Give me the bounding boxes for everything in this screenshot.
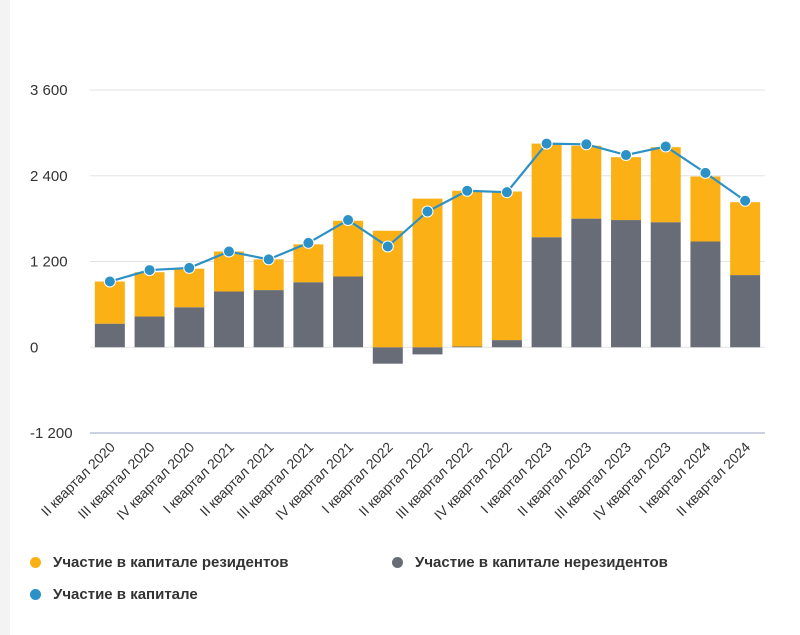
bar-residents	[333, 220, 364, 277]
legend-dot-icon	[30, 557, 41, 568]
bar-residents	[531, 143, 562, 238]
line-point	[699, 166, 712, 179]
bar-nonresidents	[412, 347, 443, 355]
line-series	[103, 137, 752, 288]
bar-residents	[134, 272, 165, 317]
bar-residents	[213, 251, 244, 292]
legend-item-nonresidents: Участие в капитале нерезидентов	[392, 554, 668, 571]
legend-dot-icon	[392, 557, 403, 568]
bars	[94, 143, 761, 364]
bar-residents	[491, 191, 522, 341]
line-point	[620, 149, 633, 162]
bar-residents	[94, 281, 125, 324]
line-point	[262, 253, 275, 266]
bar-residents	[730, 202, 761, 276]
bar-nonresidents	[650, 222, 681, 348]
line-point	[342, 214, 355, 227]
bar-nonresidents	[293, 282, 324, 348]
line-point	[222, 245, 235, 258]
bar-nonresidents	[372, 347, 403, 364]
y-tick-label: 0	[30, 339, 38, 356]
legend-label-residents: Участие в капитале резидентов	[53, 554, 289, 571]
legend-label-nonresidents: Участие в капитале нерезидентов	[415, 554, 668, 571]
bar-residents	[571, 145, 602, 219]
line-point	[143, 264, 156, 277]
bar-nonresidents	[213, 291, 244, 348]
chart-card: -1 200 0 1 200 2 400 3 600 II квартал 2020 III…	[10, 0, 800, 635]
bar-nonresidents	[730, 275, 761, 348]
bar-nonresidents	[333, 276, 364, 348]
bar-residents	[412, 198, 443, 348]
y-tick-label: 2 400	[30, 168, 68, 185]
legend-item-total: Участие в капитале	[30, 586, 198, 603]
y-tick-label: 1 200	[30, 254, 68, 271]
bar-nonresidents	[571, 218, 602, 348]
bar-nonresidents	[611, 220, 642, 348]
bar-nonresidents	[134, 316, 165, 348]
bar-nonresidents	[253, 290, 284, 348]
line-point	[500, 186, 513, 199]
bar-residents	[293, 244, 324, 283]
bar-nonresidents	[94, 323, 125, 348]
bar-nonresidents	[531, 237, 562, 348]
legend-item-residents: Участие в капитале резидентов	[30, 554, 289, 571]
legend-label-total: Участие в капитале	[53, 586, 198, 603]
y-tick-label: -1 200	[30, 425, 73, 442]
line-point	[302, 236, 315, 249]
line-point	[540, 137, 553, 150]
line-point	[659, 140, 672, 153]
bar-residents	[690, 176, 721, 242]
bar-nonresidents	[690, 241, 721, 348]
bar-nonresidents	[491, 340, 522, 348]
bar-residents	[452, 190, 483, 347]
line-point	[461, 184, 474, 197]
line-point	[580, 138, 593, 151]
bar-residents	[611, 157, 642, 221]
line-point	[103, 275, 116, 288]
bar-residents	[174, 268, 205, 308]
line-point	[739, 194, 752, 207]
x-tick-label: II квартал 2024	[673, 439, 753, 519]
line-point	[183, 261, 196, 274]
bar-residents	[650, 147, 681, 223]
y-tick-label: 3 600	[30, 82, 68, 99]
bar-nonresidents	[174, 307, 205, 348]
legend-dot-icon	[30, 589, 41, 600]
line-point	[421, 205, 434, 218]
bar-nonresidents	[452, 346, 483, 348]
line-point	[381, 240, 394, 253]
